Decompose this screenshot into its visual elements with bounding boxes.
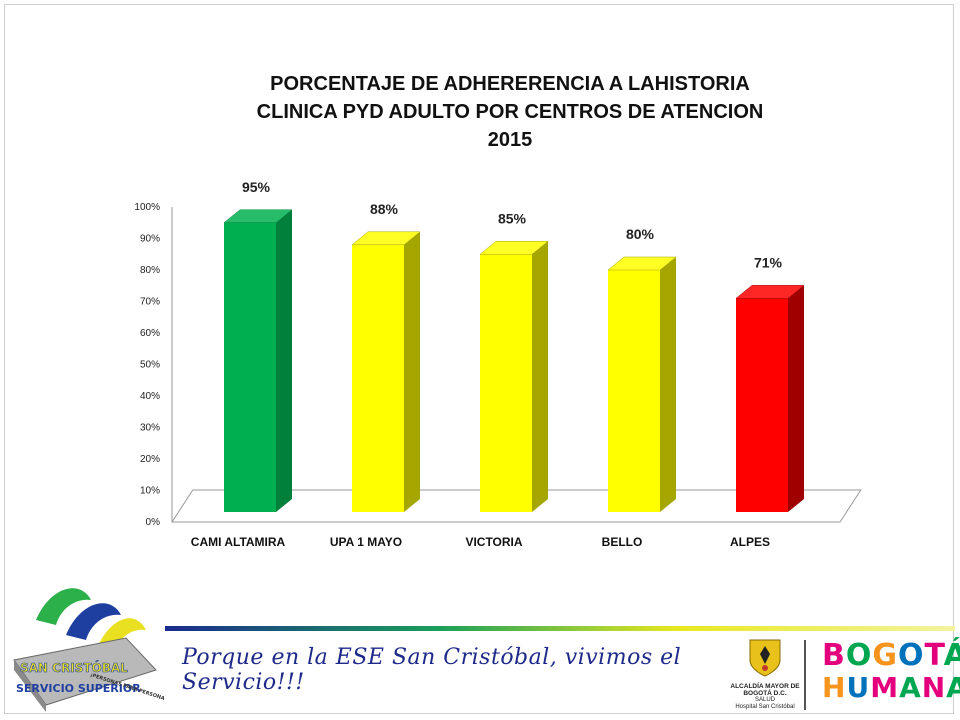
y-tick-label: 100% xyxy=(134,202,160,213)
alcaldia-name: ALCALDÍA MAYOR DE BOGOTÁ D.C. xyxy=(730,683,800,697)
slide-frame xyxy=(4,4,954,714)
bar-3 xyxy=(480,254,532,512)
bogota-letter: O xyxy=(845,638,873,673)
bar-top-5 xyxy=(735,285,805,299)
bogota-line2: HUMANA xyxy=(822,671,960,704)
bar-1 xyxy=(224,222,276,512)
bar-5 xyxy=(736,298,788,512)
y-tick-label: 80% xyxy=(140,265,160,276)
bogota-letter: A xyxy=(899,671,922,704)
bogota-letter: A xyxy=(946,671,960,704)
bogota-letter: M xyxy=(870,671,900,704)
y-tick-label: 60% xyxy=(140,328,160,339)
bogota-letter: N xyxy=(921,671,947,704)
y-tick-label: 20% xyxy=(140,454,160,465)
bar-side-4 xyxy=(660,257,676,512)
bogota-letter: Á xyxy=(943,638,960,673)
alcaldia-hospital: Hospital San Cristóbal xyxy=(735,704,795,710)
y-tick-label: 0% xyxy=(146,517,161,528)
footer-color-band xyxy=(165,626,955,631)
bogota-letter: O xyxy=(898,638,925,673)
x-tick-label: UPA 1 MAYO xyxy=(330,535,402,549)
x-tick-label: VICTORIA xyxy=(465,535,522,549)
chart-floor xyxy=(171,489,862,523)
bogota-line1: BOGOTÁ xyxy=(822,638,960,673)
bar-top-3 xyxy=(479,241,549,255)
bogota-letter: G xyxy=(872,638,899,673)
y-tick-label: 10% xyxy=(140,486,160,497)
bar-top-4 xyxy=(607,256,677,271)
data-label: 95% xyxy=(242,179,271,195)
x-tick-label: ALPES xyxy=(730,535,770,549)
data-label: 88% xyxy=(370,201,399,217)
data-label: 80% xyxy=(626,226,655,242)
bar-4 xyxy=(608,270,660,512)
y-tick-label: 30% xyxy=(140,423,160,434)
y-tick-label: 70% xyxy=(140,297,160,308)
bar-side-5 xyxy=(788,285,804,512)
footer-divider xyxy=(804,640,806,710)
alcaldia-logo: ALCALDÍA MAYOR DE BOGOTÁ D.C. SALUD Hosp… xyxy=(730,638,800,716)
bogota-letter: T xyxy=(924,638,944,673)
bar-top-2 xyxy=(351,231,421,246)
san-cristobal-logo: SAN CRISTÓBAL SERVICIO SUPERIOR ¡PERSONA… xyxy=(13,588,164,712)
bogota-humana-logo: BOGOTÁ HUMANA xyxy=(822,638,960,710)
bogota-shield-icon xyxy=(749,639,781,677)
x-tick-label: CAMI ALTAMIRA xyxy=(191,535,286,549)
alcaldia-sector: SALUD xyxy=(754,697,775,703)
y-tick-label: 40% xyxy=(140,391,160,402)
bogota-letter: H xyxy=(822,671,847,704)
bar-side-1 xyxy=(276,209,292,512)
y-tick-label: 90% xyxy=(140,234,160,245)
data-label: 85% xyxy=(498,210,527,226)
chart-title: PORCENTAJE DE ADHERERENCIA A LAHISTORIA … xyxy=(256,73,764,151)
y-tick-label: 50% xyxy=(140,360,160,371)
data-label: 71% xyxy=(754,254,783,270)
bar-2 xyxy=(352,244,404,513)
bar-chart: 0% 10% 20% 30% 40% 50% 60% 70% 80% 90% 100% 95% CAMI… xyxy=(134,179,862,549)
slogan: Porque en la ESE San Cristóbal, vivimos … xyxy=(182,645,682,695)
x-tick-label: BELLO xyxy=(602,535,643,549)
bar-top-1 xyxy=(223,209,293,223)
bogota-letter: U xyxy=(846,671,871,704)
logo-text-top: SAN CRISTÓBAL xyxy=(20,660,128,675)
bar-side-3 xyxy=(532,241,548,512)
bar-side-2 xyxy=(404,231,420,513)
bogota-letter: B xyxy=(822,638,846,673)
logo-text-bottom: SERVICIO SUPERIOR xyxy=(16,682,141,695)
